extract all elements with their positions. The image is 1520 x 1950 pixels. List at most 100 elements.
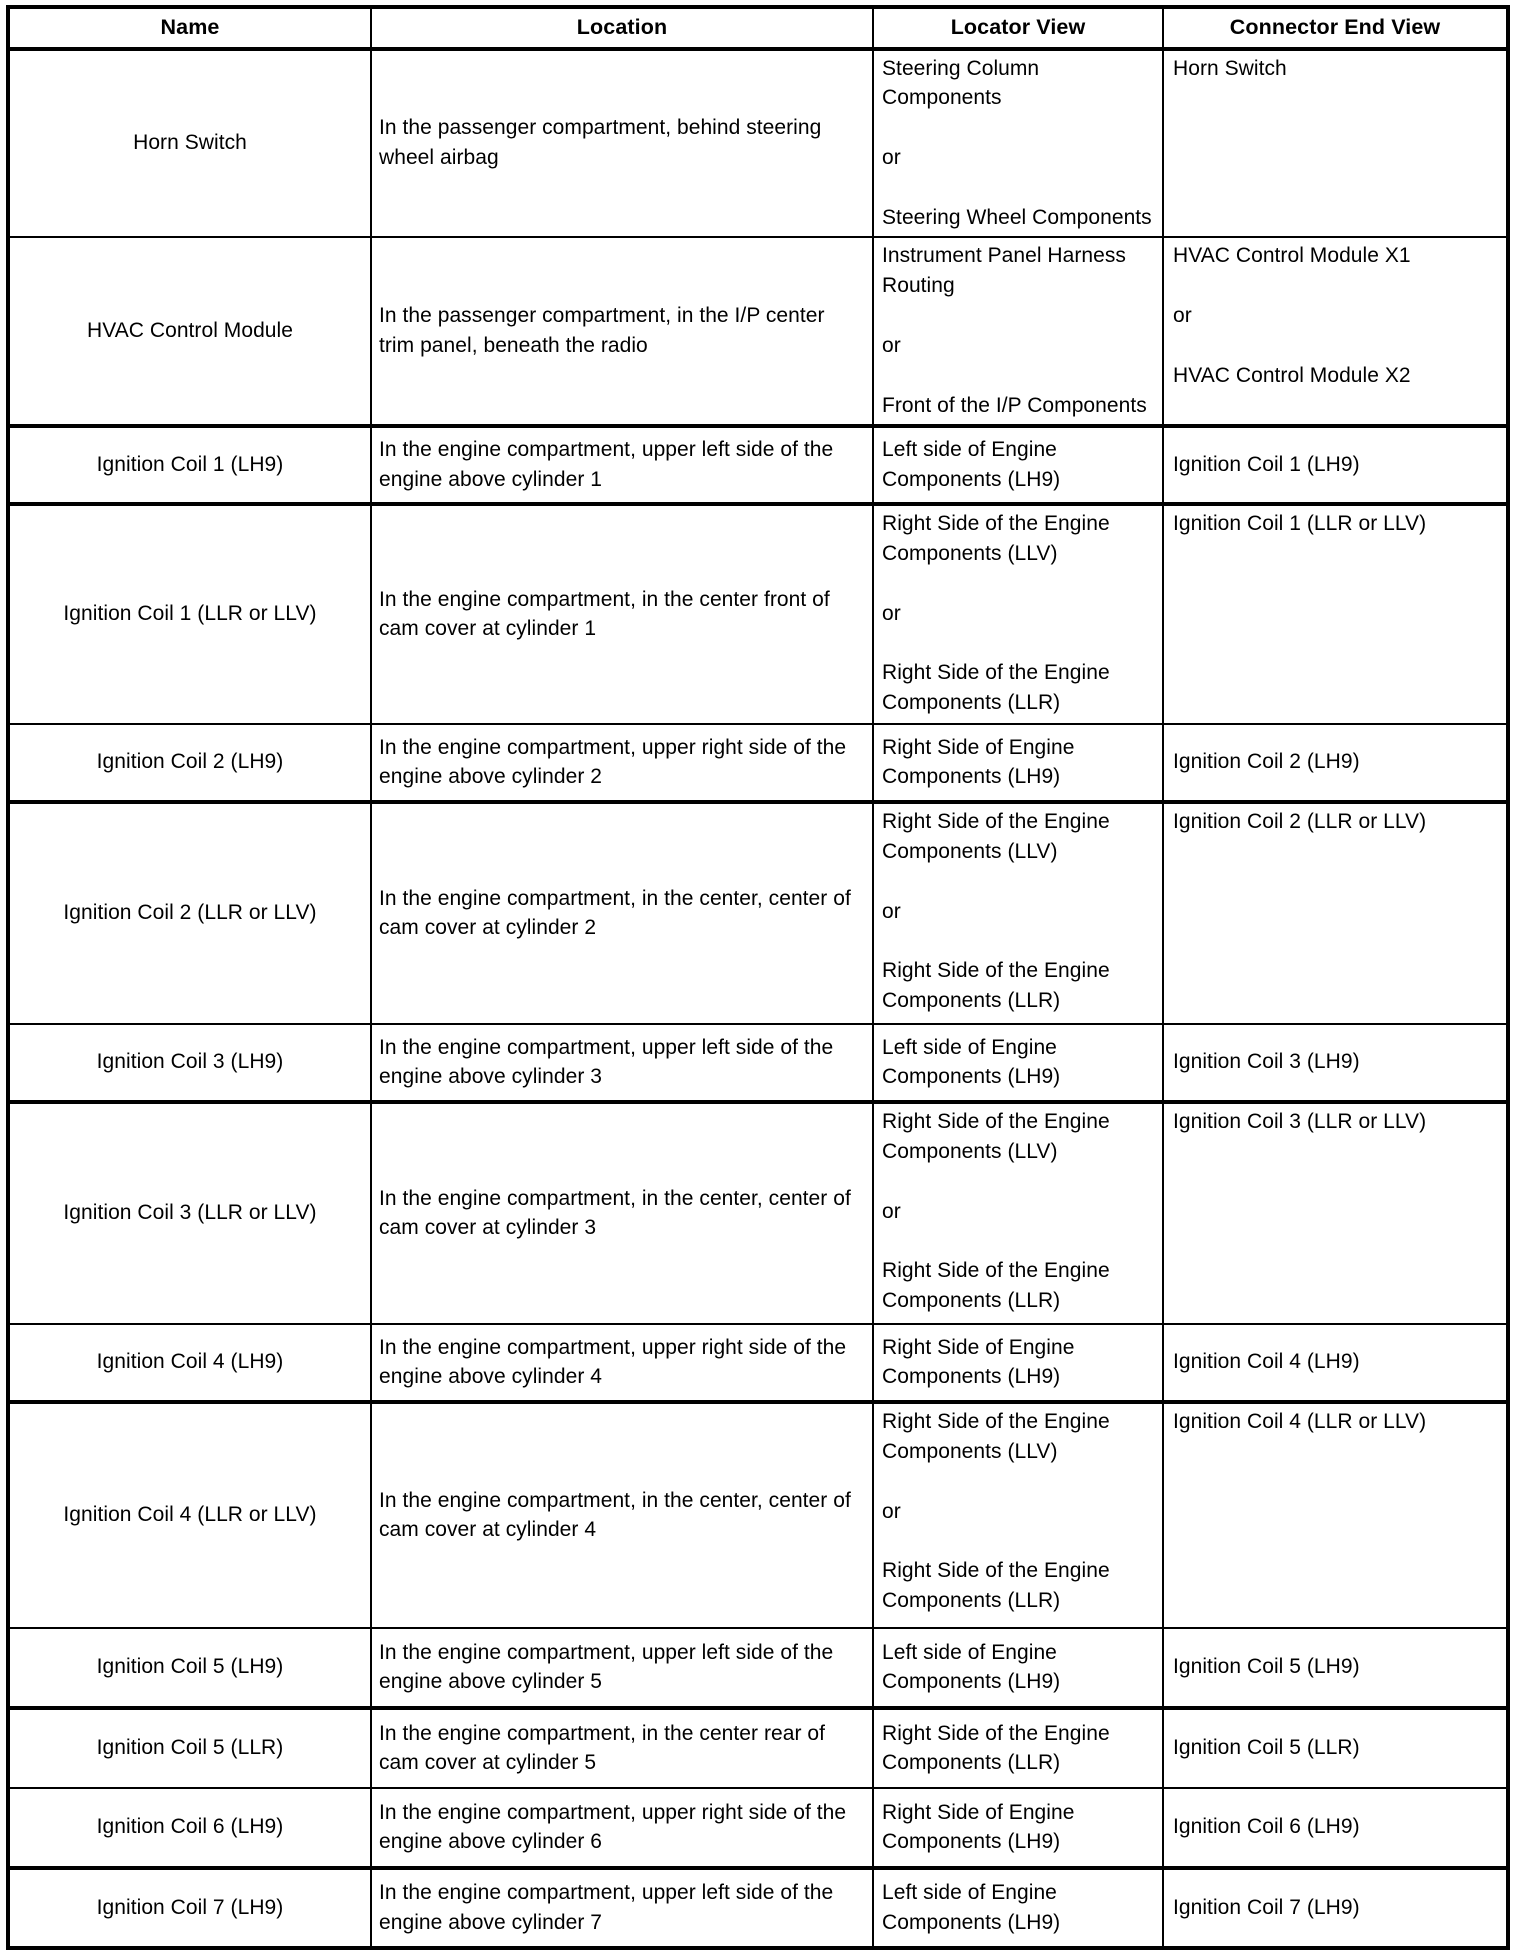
table-head: Name Location Locator View Connector End Vi… <box>8 7 1508 51</box>
cell-connector-end-view: HVAC Control Module X1 or HVAC Control Mod… <box>1163 237 1508 429</box>
cell-name: Ignition Coil 6 (LH9) <box>8 1788 372 1871</box>
cell-name: Horn Switch <box>8 48 372 239</box>
cell-location: In the passenger compartment, in the I/P… <box>371 237 874 429</box>
reference-text: Ignition Coil 2 (LH9) <box>1173 750 1360 774</box>
cell-connector-end-view-content: Ignition Coil 5 (LLR) <box>1173 1733 1499 1763</box>
cell-location: In the engine compartment, in the center… <box>371 1708 874 1790</box>
cell-connector-end-view: Ignition Coil 5 (LH9) <box>1163 1628 1508 1711</box>
cell-name: Ignition Coil 1 (LLR or LLV) <box>8 504 372 726</box>
cell-connector-end-view: Ignition Coil 2 (LLR or LLV) <box>1163 802 1508 1026</box>
cell-location: In the passenger compartment, behind ste… <box>371 48 874 239</box>
cell-locator-view-content: Left side of Engine Components (LH9) <box>882 1638 1155 1698</box>
spacer <box>882 1227 1155 1257</box>
alternative-separator: or <box>882 1499 901 1523</box>
cell-connector-end-view-content: HVAC Control Module X1 or HVAC Control Mod… <box>1173 241 1499 390</box>
cell-connector-end-view: Ignition Coil 5 (LLR) <box>1163 1708 1508 1790</box>
cell-connector-end-view: Ignition Coil 4 (LLR or LLV) <box>1163 1402 1508 1630</box>
header-connector-end-view: Connector End View <box>1163 7 1508 51</box>
spacer <box>1173 271 1499 301</box>
cell-location: In the engine compartment, upper right s… <box>371 724 874 805</box>
reference-text: Right Side of the Engine Components (LLV… <box>882 512 1110 566</box>
reference-text: Right Side of the Engine Components (LLR… <box>882 661 1110 715</box>
cell-connector-end-view-content: Ignition Coil 4 (LH9) <box>1173 1347 1499 1377</box>
cell-locator-view: Right Side of the Engine Components (LLV… <box>873 1102 1164 1326</box>
cell-name: Ignition Coil 2 (LH9) <box>8 724 372 805</box>
reference-text: HVAC Control Module X1 <box>1173 244 1411 268</box>
reference-text: Horn Switch <box>1173 56 1287 80</box>
cell-connector-end-view: Ignition Coil 2 (LH9) <box>1163 724 1508 805</box>
cell-location: In the engine compartment, upper left si… <box>371 426 874 507</box>
cell-location: In the engine compartment, in the center… <box>371 504 874 726</box>
cell-connector-end-view-content: Ignition Coil 2 (LLR or LLV) <box>1173 807 1499 837</box>
cell-location: In the engine compartment, upper left si… <box>371 1024 874 1105</box>
component-location-table: Name Location Locator View Connector End Vi… <box>6 5 1510 1950</box>
spacer <box>882 1467 1155 1497</box>
cell-locator-view: Right Side of Engine Components (LH9) <box>873 1788 1164 1871</box>
alternative-separator: or <box>1173 304 1192 328</box>
table-row: Ignition Coil 2 (LH9) In the engine compa… <box>8 724 1508 805</box>
spacer <box>882 867 1155 897</box>
spacer <box>882 113 1155 143</box>
cell-locator-view-content: Right Side of the Engine Components (LLR… <box>882 1719 1155 1779</box>
table-row: Ignition Coil 3 (LH9) In the engine compa… <box>8 1024 1508 1105</box>
cell-connector-end-view: Ignition Coil 3 (LH9) <box>1163 1024 1508 1105</box>
cell-connector-end-view: Ignition Coil 3 (LLR or LLV) <box>1163 1102 1508 1326</box>
cell-locator-view: Right Side of the Engine Components (LLV… <box>873 802 1164 1026</box>
header-name: Name <box>8 7 372 51</box>
cell-name: Ignition Coil 7 (LH9) <box>8 1868 372 1949</box>
reference-text: Right Side of the Engine Components (LLR… <box>882 1559 1110 1613</box>
cell-location: In the engine compartment, upper right s… <box>371 1324 874 1405</box>
reference-text: Ignition Coil 4 (LH9) <box>1173 1350 1360 1374</box>
spacer <box>882 1167 1155 1197</box>
cell-name: Ignition Coil 5 (LLR) <box>8 1708 372 1790</box>
table-row: Ignition Coil 2 (LLR or LLV) In the engin… <box>8 802 1508 1026</box>
reference-text: Left side of Engine Components (LH9) <box>882 438 1061 491</box>
table-row: Ignition Coil 4 (LLR or LLV) In the engin… <box>8 1402 1508 1630</box>
reference-text: Right Side of the Engine Components (LLV… <box>882 1110 1110 1164</box>
spacer <box>882 361 1155 391</box>
alternative-separator: or <box>882 146 901 169</box>
cell-locator-view-content: Steering Column Components or Steering Whe… <box>882 54 1155 233</box>
reference-text: Ignition Coil 1 (LLR or LLV) <box>1173 512 1427 536</box>
table-row: Ignition Coil 4 (LH9) In the engine compa… <box>8 1324 1508 1405</box>
reference-text: Ignition Coil 4 (LLR or LLV) <box>1173 1410 1427 1434</box>
reference-text: Ignition Coil 2 (LLR or LLV) <box>1173 810 1427 834</box>
alternative-separator: or <box>882 333 901 357</box>
reference-text: Left side of Engine Components (LH9) <box>882 1640 1061 1694</box>
spacer <box>1173 331 1499 361</box>
cell-location: In the engine compartment, in the center… <box>371 802 874 1026</box>
spacer <box>882 927 1155 957</box>
table-header-row: Name Location Locator View Connector End Vi… <box>8 7 1508 51</box>
spacer <box>882 629 1155 659</box>
reference-text: Ignition Coil 5 (LH9) <box>1173 1655 1360 1679</box>
cell-name: Ignition Coil 3 (LLR or LLV) <box>8 1102 372 1326</box>
spacer <box>882 301 1155 331</box>
reference-text: Steering Wheel Components <box>882 205 1152 229</box>
cell-locator-view: Right Side of Engine Components (LH9) <box>873 1324 1164 1405</box>
cell-connector-end-view-content: Ignition Coil 1 (LH9) <box>1173 450 1499 480</box>
cell-locator-view-content: Left side of Engine Components (LH9) <box>882 435 1155 495</box>
cell-locator-view: Right Side of the Engine Components (LLV… <box>873 504 1164 726</box>
reference-text: Right Side of Engine Components (LH9) <box>882 1335 1075 1389</box>
cell-name: Ignition Coil 4 (LLR or LLV) <box>8 1402 372 1630</box>
reference-text: Front of the I/P Components <box>882 393 1147 417</box>
cell-connector-end-view: Ignition Coil 4 (LH9) <box>1163 1324 1508 1405</box>
cell-locator-view: Instrument Panel Harness Routing or Front … <box>873 237 1164 429</box>
reference-text: Instrument Panel Harness Routing <box>882 244 1126 298</box>
reference-text: Right Side of Engine Components (LH9) <box>882 1800 1075 1854</box>
cell-connector-end-view-content: Ignition Coil 6 (LH9) <box>1173 1812 1499 1842</box>
cell-connector-end-view: Ignition Coil 1 (LH9) <box>1163 426 1508 507</box>
alternative-separator: or <box>882 1199 901 1223</box>
cell-connector-end-view-content: Ignition Coil 5 (LH9) <box>1173 1652 1499 1682</box>
cell-locator-view-content: Left side of Engine Components (LH9) <box>882 1033 1155 1093</box>
reference-text: Steering Column Components <box>882 56 1040 110</box>
header-locator-view: Locator View <box>873 7 1164 51</box>
cell-name: HVAC Control Module <box>8 237 372 429</box>
table-row: Ignition Coil 6 (LH9) In the engine compa… <box>8 1788 1508 1871</box>
cell-connector-end-view-content: Ignition Coil 2 (LH9) <box>1173 747 1499 777</box>
table-row: HVAC Control Module In the passenger comp… <box>8 237 1508 429</box>
table-row: Ignition Coil 5 (LLR) In the engine compa… <box>8 1708 1508 1790</box>
cell-connector-end-view-content: Ignition Coil 3 (LH9) <box>1173 1047 1499 1077</box>
cell-location: In the engine compartment, in the center… <box>371 1402 874 1630</box>
cell-locator-view-content: Right Side of the Engine Components (LLV… <box>882 807 1155 1016</box>
